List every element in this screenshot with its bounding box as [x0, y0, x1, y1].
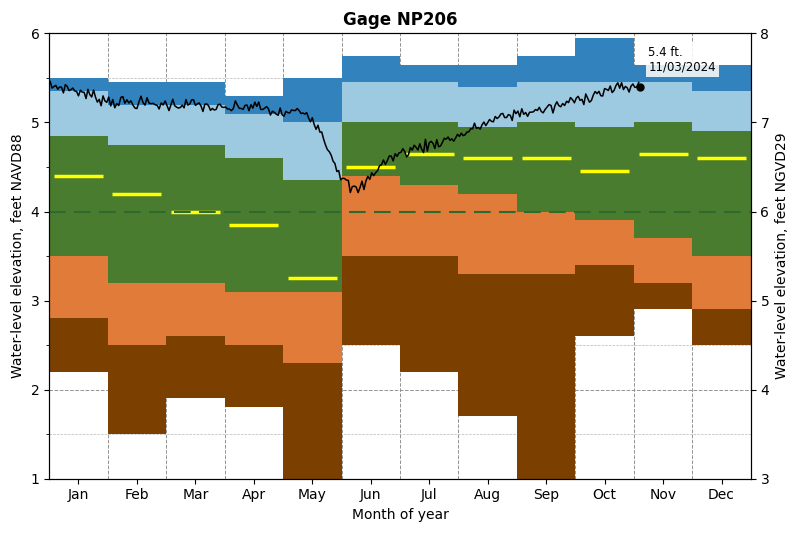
Bar: [50, 91, 108, 136]
Bar: [692, 310, 750, 345]
Bar: [283, 123, 342, 180]
Bar: [283, 363, 342, 479]
Bar: [692, 91, 750, 131]
Bar: [634, 238, 692, 282]
Bar: [50, 318, 108, 372]
Bar: [634, 83, 692, 123]
Bar: [458, 127, 517, 193]
Bar: [283, 78, 342, 123]
Bar: [283, 180, 342, 292]
Bar: [458, 64, 517, 87]
Bar: [166, 336, 225, 399]
Bar: [575, 38, 634, 83]
Bar: [342, 83, 400, 123]
Text: 5.4 ft.
11/03/2024: 5.4 ft. 11/03/2024: [649, 46, 716, 74]
Bar: [575, 265, 634, 336]
Bar: [108, 83, 166, 104]
Bar: [108, 282, 166, 345]
Bar: [517, 123, 575, 212]
Bar: [166, 104, 225, 145]
Bar: [458, 87, 517, 127]
Bar: [400, 185, 458, 256]
Bar: [108, 345, 166, 434]
X-axis label: Month of year: Month of year: [351, 508, 449, 522]
Bar: [517, 212, 575, 274]
Bar: [400, 64, 458, 83]
Bar: [342, 123, 400, 176]
Bar: [634, 282, 692, 310]
Bar: [166, 282, 225, 336]
Bar: [108, 104, 166, 145]
Bar: [283, 292, 342, 363]
Bar: [400, 83, 458, 123]
Bar: [225, 114, 283, 158]
Title: Gage NP206: Gage NP206: [342, 11, 458, 29]
Bar: [342, 176, 400, 256]
Bar: [458, 193, 517, 274]
Y-axis label: Water-level elevation, feet NAVD88: Water-level elevation, feet NAVD88: [11, 134, 25, 378]
Bar: [50, 78, 108, 91]
Bar: [108, 145, 166, 282]
Bar: [342, 56, 400, 83]
Bar: [225, 292, 283, 345]
Bar: [692, 131, 750, 256]
Bar: [166, 145, 225, 282]
Bar: [225, 96, 283, 114]
Bar: [225, 158, 283, 292]
Bar: [575, 127, 634, 221]
Bar: [517, 83, 575, 123]
Bar: [400, 256, 458, 372]
Bar: [575, 83, 634, 127]
Bar: [634, 64, 692, 83]
Bar: [225, 345, 283, 407]
Bar: [400, 123, 458, 185]
Bar: [517, 56, 575, 83]
Y-axis label: Water-level elevation, feet NGVD29: Water-level elevation, feet NGVD29: [775, 133, 789, 379]
Bar: [692, 64, 750, 91]
Bar: [342, 256, 400, 345]
Bar: [517, 274, 575, 479]
Bar: [692, 256, 750, 310]
Bar: [50, 136, 108, 256]
Bar: [50, 256, 108, 318]
Bar: [458, 274, 517, 416]
Bar: [166, 83, 225, 104]
Bar: [575, 221, 634, 265]
Bar: [634, 123, 692, 238]
